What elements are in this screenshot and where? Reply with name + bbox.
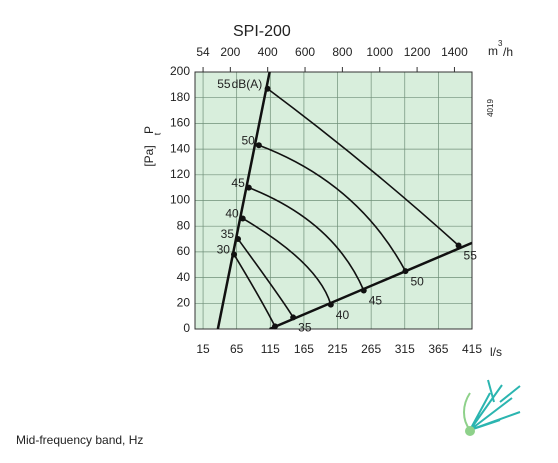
y-tick-label: 100 (170, 193, 190, 207)
x2-tick-label: 200 (220, 45, 240, 59)
y-tick-label: 60 (177, 244, 191, 258)
curve-point (360, 287, 367, 294)
sound-unit: dB(A) (232, 77, 263, 91)
x2-tick-label: 1000 (366, 45, 393, 59)
curve-point (264, 85, 271, 92)
system-line (269, 241, 472, 329)
x-tick-label: 165 (294, 342, 314, 356)
curve-point (327, 301, 334, 308)
x2-axis-label: m (488, 44, 498, 58)
chart-title: SPI-200 (233, 23, 291, 40)
y-axis-label: P (142, 126, 156, 134)
y-tick-label: 140 (170, 141, 190, 155)
curve-end-label: 50 (410, 274, 424, 288)
sound-curve (233, 254, 276, 327)
y-tick-label: 0 (183, 321, 190, 335)
sound-curve (248, 186, 365, 291)
y-tick-label: 20 (177, 295, 191, 309)
code: 4019 (486, 99, 495, 117)
x-tick-label: 115 (261, 342, 280, 356)
logo (463, 379, 521, 436)
curve-end-label: 40 (336, 308, 350, 322)
x2-axis-label-sup: 3 (498, 39, 503, 48)
x2-tick-label: 54 (196, 45, 210, 59)
x-tick-label: 265 (361, 342, 381, 356)
plot-lines (216, 72, 472, 329)
x2-tick-label: 1400 (441, 45, 468, 59)
curve-label: 45 (231, 176, 245, 190)
curve-end-label: 45 (369, 294, 383, 308)
sound-curve (267, 88, 460, 247)
curve-point (402, 268, 409, 275)
x2-tick-label: 800 (332, 45, 352, 59)
curve-point (255, 142, 262, 149)
footer: Mid-frequency band, Hz (16, 433, 143, 447)
x-tick-label: 15 (196, 342, 210, 356)
y-tick-label: 120 (170, 167, 190, 181)
y-axis-label-sub: t (152, 132, 162, 135)
curve-point (235, 236, 242, 243)
curve-point (245, 184, 252, 191)
y-tick-label: 200 (170, 64, 190, 78)
curve-point (290, 314, 297, 321)
curve-label: 30 (217, 243, 231, 257)
curve-label: 40 (225, 207, 239, 221)
curve-label: 55 (217, 77, 231, 91)
y-tick-label: 80 (177, 218, 191, 232)
x2-tick-label: 1200 (404, 45, 431, 59)
x2-tick-label: 400 (258, 45, 278, 59)
x2-tick-label: 600 (295, 45, 315, 59)
curve-point (455, 242, 462, 249)
curve-label: 50 (242, 133, 256, 147)
y-tick-label: 160 (170, 116, 190, 130)
plot-frame (194, 71, 473, 330)
x-tick-label: 415 (462, 342, 482, 356)
curve-point (272, 323, 279, 330)
curve-point (239, 215, 246, 222)
sound-curve (242, 217, 332, 305)
curve-point (230, 251, 237, 258)
curve-end-label: 35 (298, 321, 312, 335)
x-tick-label: 65 (230, 342, 244, 356)
y-tick-label: 40 (177, 270, 191, 284)
x-tick-label: 215 (328, 342, 348, 356)
x-tick-label: 315 (395, 342, 415, 356)
y-tick-label: 180 (170, 90, 190, 104)
x-axis-label: l/s (490, 345, 502, 359)
y-axis-label-unit: [Pa] (142, 145, 156, 166)
sound-curve (237, 238, 294, 318)
sound-curve (258, 144, 407, 272)
curve-label: 35 (221, 227, 235, 241)
system-line (216, 72, 271, 329)
x2-axis-label-unit: /h (503, 45, 513, 59)
curve-end-label: 55 (464, 249, 478, 263)
x-tick-label: 365 (428, 342, 448, 356)
